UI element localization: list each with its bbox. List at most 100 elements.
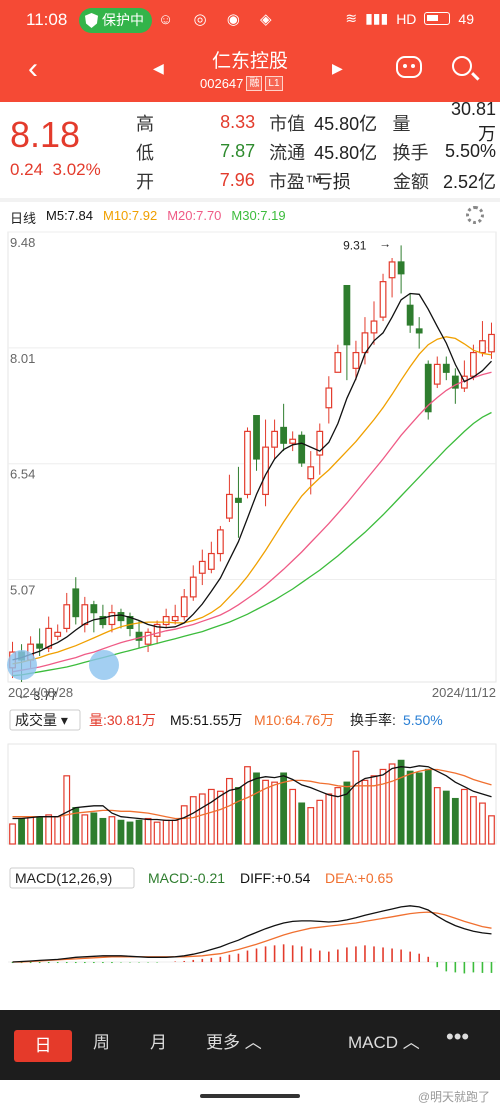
chart-svg[interactable]: 9.48 8.01 6.54 5.07 9.31 → 3.77 ←2024/08/28 2024… [0,202,500,1010]
volume-indicator-select [9,709,81,731]
volume-bar [442,790,450,845]
candle-body [488,333,495,353]
ma20-label: M20:7.70 [167,208,222,223]
macd-label: MACD(12,26,9) [15,870,112,886]
battery-level: 49 [458,10,474,27]
stock-name: 仁东控股 [211,51,288,72]
volume-bar [289,788,297,845]
candle-body [36,643,44,649]
stock-code-line: 002647 融 L1 [200,76,283,91]
next-stock-icon[interactable]: ▶ [332,60,343,76]
indicator-select[interactable]: MACD ︿ [348,1028,420,1053]
candle-body [45,627,53,649]
volume-bar [207,788,215,845]
volume-bar [388,763,396,845]
volume-bar [153,821,161,845]
back-arrow-icon[interactable]: ‹ [28,52,38,85]
candle-body [316,430,324,456]
quote-row: 低 7.87 流通 45.80亿 换手 5.50% [136,137,496,166]
diff-line [12,905,492,963]
quote-label: 市盈™ [268,171,323,192]
zoom-out-icon [7,650,37,680]
volume-bar [433,787,441,845]
volume-panel-frame [7,743,497,845]
prev-stock-icon[interactable]: ◀ [153,60,164,76]
quote-label: 市值 [269,113,306,134]
search-icon[interactable] [452,56,472,76]
low-value: 7.87 [220,141,256,161]
margin-tag: 融 [246,76,263,91]
candle-body [289,438,297,444]
change-percent: 3.02% [52,160,101,179]
date-start-label: 2024/08/28 [8,685,73,700]
tab-month[interactable]: 月 [150,1033,167,1052]
candle-body [379,281,387,318]
volume-bar [99,817,107,845]
candle-body [81,604,89,626]
volume-bar [325,793,333,845]
volume-bar [316,799,324,845]
candle-body [90,604,98,614]
volume-bar [90,812,98,845]
ma30-label: M30:7.19 [231,208,286,223]
candle-body [343,284,351,346]
candle-body [325,387,333,409]
market-cap: 45.80亿 [314,113,378,134]
gear-icon[interactable] [466,206,484,224]
quote-label: 高 [136,113,154,134]
volume-bar [162,819,170,845]
turnover-rate: 5.50% [403,712,443,728]
stock-code: 002647 [200,76,244,91]
candle-body [180,596,188,618]
quote-label: 换手 [392,142,429,163]
tab-more[interactable]: 更多 ︿ [206,1028,262,1053]
candle-body [244,430,251,496]
candle-body [153,623,161,637]
status-time: 11:08 [26,10,68,29]
current-price: 8.18 [10,114,81,155]
candle-body [226,493,233,519]
quote-label: 流通 [269,142,306,163]
candle-body [99,615,107,626]
tab-week[interactable]: 周 [93,1033,110,1052]
volume-bar [144,817,152,845]
wifi-icon: ≋ [345,10,358,26]
home-handle[interactable] [200,1094,300,1098]
candle-body [433,363,441,385]
volume-bar [117,819,125,845]
quote-row: 开 7.96 市盈™ 亏损 金额 2.52亿 [136,166,496,195]
volume-bar [470,796,477,845]
volume-bar [415,772,423,845]
battery-icon [424,12,451,25]
high-arrow-icon: → [379,236,391,250]
volume-bar [397,759,405,845]
quote-grid: 高 8.33 市值 45.80亿 量 30.81万 低 7.87 流通 45.8… [136,99,496,195]
volume-bar [280,772,288,845]
level-tag: L1 [265,76,283,91]
kline-chart-area[interactable]: 日线 M5:7.84 M10:7.92 M20:7.70 M30:7.19 9.… [0,202,500,1010]
volume-bar [451,797,459,845]
volume-bar [334,787,342,845]
candle-body [388,261,396,279]
candle-body [207,552,215,570]
macd-indicator-select [9,867,135,889]
y-tick-label: 8.01 [10,351,35,366]
volume-bar [18,817,25,845]
candle-body [144,631,152,645]
volume-bar [352,750,360,845]
candle-body [271,430,278,448]
candle-body [370,320,378,334]
more-menu-icon[interactable]: ••• [446,1024,470,1049]
candle-body [298,434,306,464]
candle-body [280,426,288,444]
protection-badge[interactable]: 保护中 [79,8,152,33]
volume-bar [488,815,495,845]
y-tick-label: 9.48 [10,235,35,250]
ma20-line [12,371,492,673]
period-tab-bar: 日 周 月 更多 ︿ MACD ︿ ••• [0,1010,500,1080]
assistant-robot-icon[interactable] [396,56,422,78]
candle-body [108,612,116,626]
tab-day[interactable]: 日 [14,1030,72,1062]
candle-body [117,612,125,622]
change-value: 0.24 [10,160,44,179]
